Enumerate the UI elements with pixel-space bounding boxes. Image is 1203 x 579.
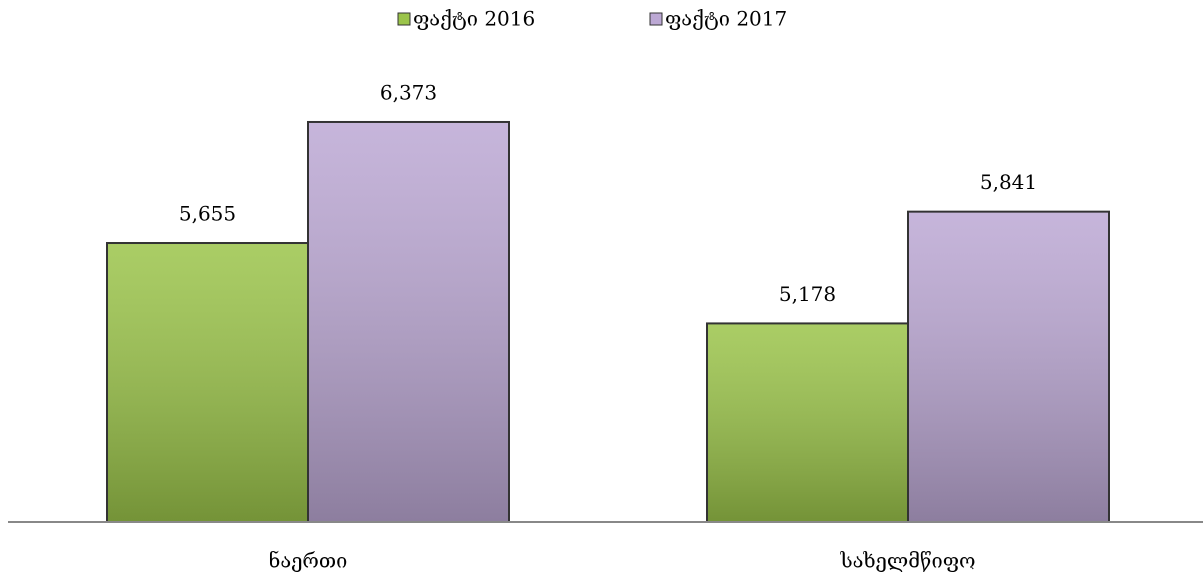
bar-shade (108, 244, 307, 521)
data-label: 5,841 (980, 170, 1037, 194)
legend-swatch (649, 12, 663, 26)
legend-label: ფაქტი 2016 (413, 7, 535, 31)
legend-swatch (397, 12, 411, 26)
data-label: 5,655 (179, 202, 236, 226)
legend-label: ფაქტი 2017 (665, 7, 787, 31)
bar-shade (309, 122, 508, 521)
data-label: 6,373 (380, 80, 437, 104)
x-tick-label: ნაერთი (269, 549, 348, 573)
bar-shade (708, 324, 907, 521)
x-tick-label: სახელმწიფო (839, 549, 975, 573)
data-label: 5,178 (779, 282, 836, 306)
bar-shade (909, 212, 1108, 521)
